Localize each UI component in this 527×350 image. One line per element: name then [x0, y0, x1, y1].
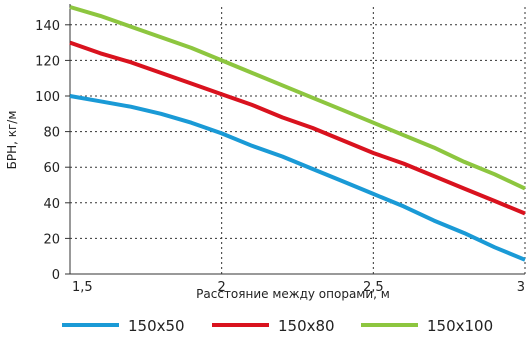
legend-label-150x80: 150x80 — [278, 317, 335, 335]
axes — [65, 4, 525, 275]
series-lines — [69, 5, 526, 262]
series-line-150x100 — [69, 5, 526, 191]
tick-labels: 0 20 40 60 80 100 120 140 1,5 2 2,5 3 — [35, 19, 525, 295]
legend: 150x50 150x80 150x100 — [62, 317, 493, 335]
y-tick-label: 0 — [52, 268, 60, 283]
y-tick-label: 20 — [43, 232, 60, 247]
y-tick-label: 120 — [35, 54, 60, 69]
series-line-150x50 — [69, 94, 526, 262]
y-tick-label: 100 — [35, 90, 60, 105]
y-tick-label: 80 — [43, 126, 60, 141]
x-tick-label: 3 — [517, 280, 525, 295]
y-tick-label: 60 — [43, 161, 60, 176]
y-axis-label: БРН, кг/м — [5, 111, 19, 170]
series-line-150x80 — [69, 40, 526, 216]
x-axis-label: Расстояние между опорами, м — [196, 287, 390, 301]
y-tick-label: 140 — [35, 19, 60, 34]
legend-label-150x100: 150x100 — [427, 317, 493, 335]
x-tick-label: 2 — [218, 280, 226, 295]
y-tick-label: 40 — [43, 197, 60, 212]
legend-label-150x50: 150x50 — [128, 317, 185, 335]
x-tick-label: 2,5 — [363, 280, 384, 295]
grid — [70, 7, 526, 274]
x-tick-label: 1,5 — [72, 280, 93, 295]
